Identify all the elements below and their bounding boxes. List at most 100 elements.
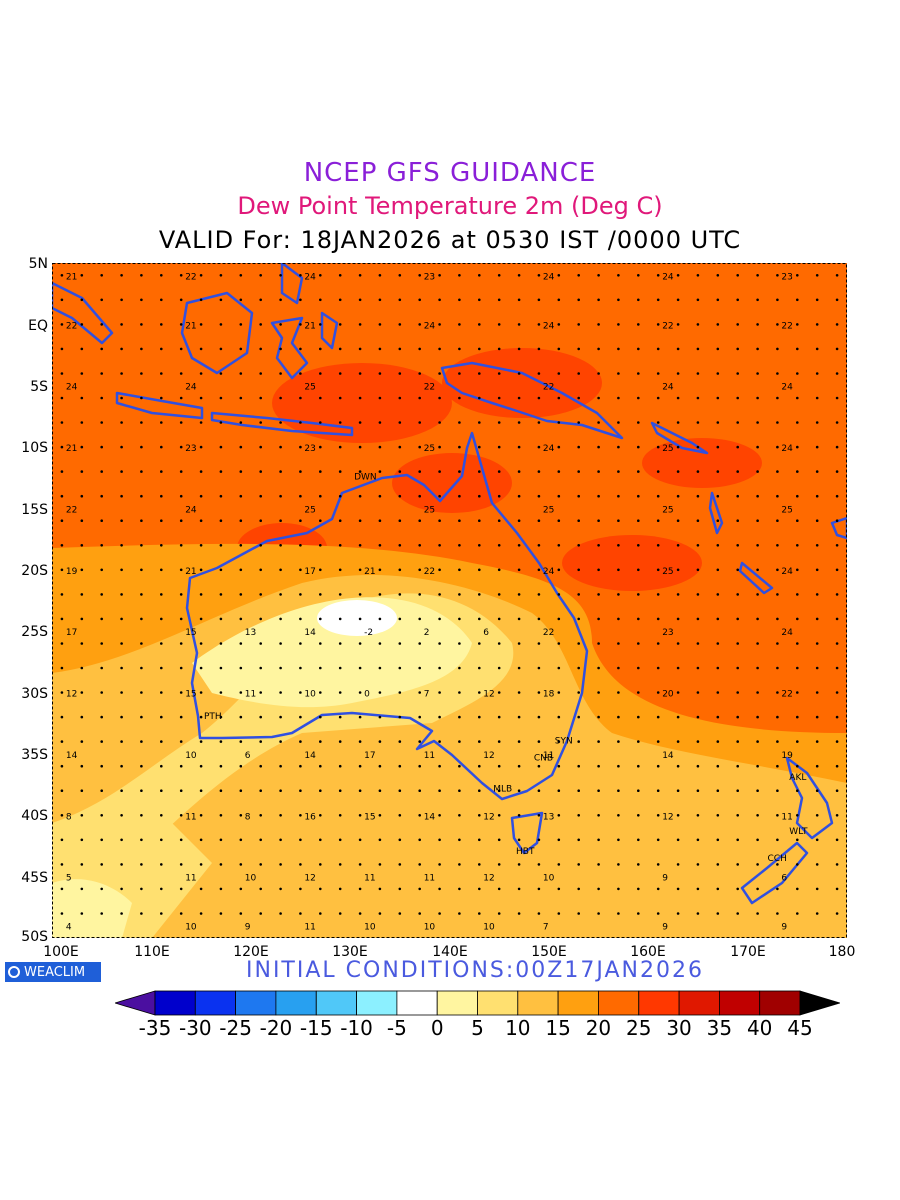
grid-dot [716,421,720,424]
grid-dot [756,863,759,866]
grid-dot [716,519,720,522]
grid-dot [100,494,103,498]
colorbar-label: -25 [219,1016,252,1040]
grid-dot [696,470,700,473]
point-value: 23 [781,272,792,282]
grid-dot [438,445,441,449]
grid-dot [338,691,342,694]
grid-dot [497,814,501,817]
colorbar-swatch [115,990,156,1016]
grid-dot [796,298,799,302]
grid-dot [796,838,799,842]
grid-dot [358,814,362,817]
grid-dot [319,323,322,326]
grid-dot [676,445,680,449]
grid-dot [557,298,561,302]
grid-dot [557,814,561,817]
grid-dot [160,298,163,302]
grid-dot [319,372,322,375]
grid-dot [319,740,322,743]
grid-dot [378,421,382,424]
grid-dot [696,519,700,522]
grid-dot [319,617,322,621]
grid-dot [716,691,720,694]
grid-dot [577,323,580,326]
lon-label: 130E [332,944,368,960]
grid-dot [656,764,660,768]
point-value: 12 [304,874,315,884]
grid-dot [358,740,362,743]
grid-dot [676,274,680,277]
grid-dot [676,519,680,522]
grid-dot [637,863,640,866]
grid-dot [656,691,660,694]
weaclim-logo: WEACLIM [5,962,101,982]
grid-dot [478,715,481,719]
grid-dot [100,887,103,891]
grid-dot [557,274,561,277]
colorbar-swatch [154,990,196,1016]
grid-dot [160,421,163,424]
grid-dot [438,715,441,719]
point-value: 22 [424,383,435,393]
grid-dot [736,470,739,473]
grid-dot [438,863,441,866]
grid-dot [259,274,262,277]
grid-dot [398,666,402,670]
grid-dot [796,593,799,596]
grid-dot [120,740,123,743]
grid-dot [835,666,839,670]
grid-dot [517,789,521,792]
grid-dot [696,887,700,891]
grid-dot [80,544,84,547]
point-value: -2 [364,628,373,638]
grid-dot [179,519,183,522]
point-value: 8 [245,812,251,822]
grid-dot [378,445,382,449]
grid-dot [478,323,481,326]
grid-dot [358,568,362,572]
grid-dot [219,593,223,596]
grid-dot [835,863,839,866]
grid-dot [517,691,521,694]
grid-dot [239,912,243,915]
grid-dot [319,715,322,719]
grid-dot [815,715,819,719]
grid-dot [140,814,143,817]
grid-dot [835,372,839,375]
grid-dot [378,593,382,596]
grid-dot [80,470,84,473]
grid-dot [160,323,163,326]
grid-dot [120,445,123,449]
grid-dot [756,887,759,891]
grid-dot [637,372,640,375]
grid-dot [338,568,342,572]
grid-dot [199,764,203,768]
colorbar-swatch [719,990,761,1016]
grid-dot [378,372,382,375]
grid-dot [796,274,799,277]
grid-dot [756,544,759,547]
grid-dot [656,838,660,842]
grid-dot [458,544,461,547]
grid-dot [478,814,481,817]
grid-dot [656,740,660,743]
grid-dot [796,912,799,915]
grid-dot [597,838,600,842]
grid-dot [656,470,660,473]
grid-dot [179,691,183,694]
grid-dot [776,838,779,842]
grid-dot [259,764,262,768]
grid-dot [577,887,580,891]
grid-dot [736,740,739,743]
grid-dot [140,740,143,743]
point-value: 14 [304,751,316,761]
grid-dot [716,544,720,547]
grid-dot [398,396,402,400]
point-value: 22 [781,690,792,700]
grid-dot [160,838,163,842]
grid-dot [617,740,620,743]
grid-dot [478,912,481,915]
point-value: 24 [543,567,555,577]
grid-dot [219,519,223,522]
